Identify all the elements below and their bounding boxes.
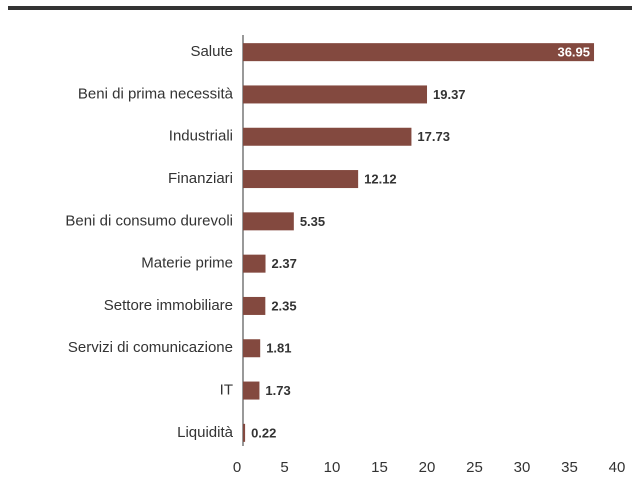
bar bbox=[243, 85, 428, 104]
x-tick-label: 30 bbox=[514, 459, 531, 476]
x-tick-label: 0 bbox=[233, 459, 241, 476]
data-label: 17.73 bbox=[417, 129, 450, 144]
y-tick-label: IT bbox=[220, 382, 233, 399]
y-tick-label: Liquidità bbox=[177, 424, 234, 441]
y-tick-label: Finanziari bbox=[168, 170, 233, 187]
y-tick-label: Salute bbox=[190, 43, 233, 60]
bar bbox=[243, 43, 595, 62]
data-label: 19.37 bbox=[433, 87, 466, 102]
top-rule bbox=[8, 6, 632, 10]
x-tick-label: 25 bbox=[466, 459, 483, 476]
data-label: 36.95 bbox=[557, 45, 590, 60]
y-tick-label: Settore immobiliare bbox=[104, 297, 233, 314]
y-tick-label: Materie prime bbox=[141, 255, 233, 272]
y-tick-label: Servizi di comunicazione bbox=[68, 339, 233, 356]
x-tick-label: 15 bbox=[371, 459, 388, 476]
y-tick-label: Beni di prima necessità bbox=[78, 85, 234, 102]
x-tick-label: 35 bbox=[561, 459, 578, 476]
bar bbox=[243, 254, 266, 273]
x-tick-label: 10 bbox=[324, 459, 341, 476]
data-label: 2.37 bbox=[272, 256, 297, 271]
y-tick-label: Beni di consumo durevoli bbox=[65, 212, 233, 229]
bar bbox=[243, 296, 266, 315]
y-tick-label: Industriali bbox=[169, 128, 233, 145]
bar bbox=[243, 381, 260, 400]
data-label: 1.73 bbox=[265, 383, 290, 398]
x-tick-label: 5 bbox=[280, 459, 288, 476]
data-label: 0.22 bbox=[251, 425, 276, 440]
x-tick-label: 20 bbox=[419, 459, 436, 476]
data-label: 2.35 bbox=[271, 298, 296, 313]
data-label: 5.35 bbox=[300, 214, 325, 229]
bar bbox=[243, 423, 246, 442]
bar bbox=[243, 170, 359, 189]
x-tick-label: 40 bbox=[609, 459, 626, 476]
data-label: 1.81 bbox=[266, 341, 291, 356]
bar bbox=[243, 127, 412, 146]
bar bbox=[243, 212, 294, 231]
bar bbox=[243, 339, 261, 358]
data-label: 12.12 bbox=[364, 171, 397, 186]
